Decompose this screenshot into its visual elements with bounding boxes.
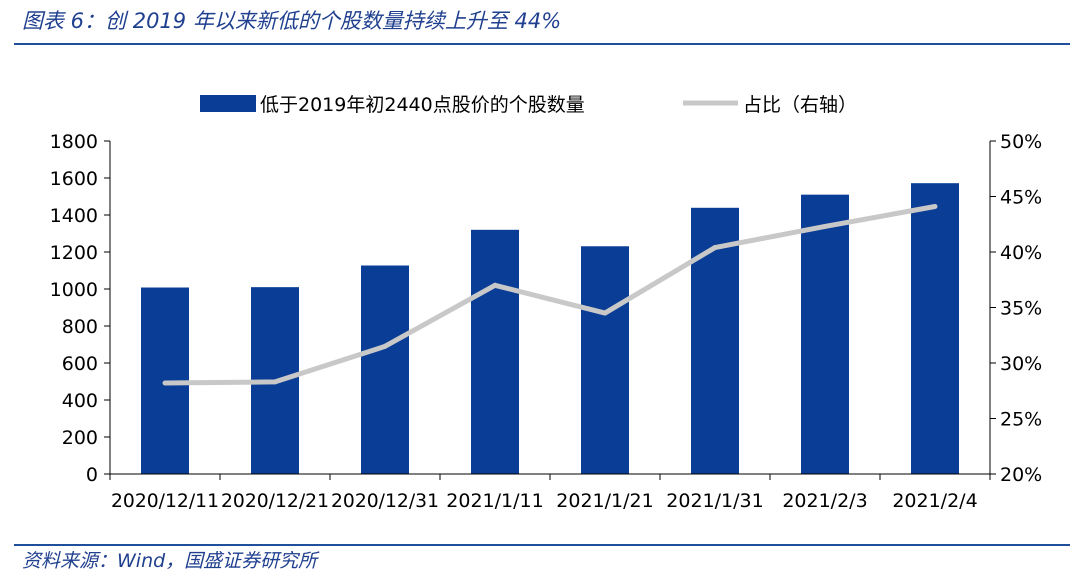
y-right-tick-label: 50%	[1000, 131, 1042, 153]
bar-2021/1/11	[471, 229, 519, 474]
ratio-point-2021/2/3	[822, 223, 828, 229]
ratio-point-2021/1/31	[712, 245, 718, 251]
bar-2021/1/21	[581, 246, 629, 474]
x-tick-label: 2021/2/3	[782, 490, 867, 512]
ratio-point-2020/12/31	[382, 343, 388, 349]
y-right-tick-label: 35%	[1000, 298, 1042, 320]
ratio-point-2020/12/11	[162, 380, 168, 386]
y-left-tick-label: 1600	[50, 168, 98, 190]
y-left-tick-label: 400	[62, 390, 98, 412]
y-left-tick-label: 800	[62, 316, 98, 338]
y-right-tick-label: 30%	[1000, 353, 1042, 375]
y-right-tick-label: 40%	[1000, 242, 1042, 264]
bar-series	[141, 183, 959, 474]
y-left-tick-label: 1000	[50, 279, 98, 301]
ratio-point-2021/1/11	[492, 282, 498, 288]
bar-2021/2/3	[801, 194, 849, 474]
y-right-tick-label: 20%	[1000, 464, 1042, 486]
x-tick-label: 2020/12/11	[111, 490, 219, 512]
y-left-tick-label: 1400	[50, 205, 98, 227]
chart-axes: 0 200 400 600 800 1000 1200 1400 1600 1800 20% 25% 3…	[50, 131, 1043, 512]
legend-bar-swatch	[200, 95, 256, 112]
line-series	[162, 203, 938, 386]
bar-2021/2/4	[911, 183, 959, 474]
x-tick-label: 2021/2/4	[892, 490, 977, 512]
x-tick-label: 2020/12/21	[221, 490, 329, 512]
ratio-point-2021/2/4	[932, 203, 938, 209]
x-tick-label: 2021/1/21	[556, 490, 653, 512]
ratio-line	[164, 204, 936, 386]
y-right-tick-label: 25%	[1000, 409, 1042, 431]
title-divider	[14, 43, 1070, 45]
ratio-point-2021/1/21	[602, 310, 608, 316]
x-tick-label: 2021/1/31	[666, 490, 763, 512]
bar-2021/1/31	[691, 207, 739, 474]
y-left-tick-label: 0	[86, 464, 98, 486]
source-divider	[14, 544, 1070, 546]
y-left-tick-label: 600	[62, 353, 98, 375]
figure-title: 图表 6：创 2019 年以来新低的个股数量持续上升至 44%	[22, 9, 562, 33]
y-left-tick-label: 1800	[50, 131, 98, 153]
legend-bar-label: 低于2019年初2440点股价的个股数量	[260, 94, 585, 116]
x-tick-label: 2020/12/31	[331, 490, 439, 512]
ratio-point-2020/12/21	[272, 379, 278, 385]
y-left-tick-label: 1200	[50, 242, 98, 264]
chart-legend: 低于2019年初2440点股价的个股数量 占比（右轴）	[200, 94, 857, 116]
y-left-tick-label: 200	[62, 427, 98, 449]
legend-line-label: 占比（右轴）	[743, 94, 857, 116]
bar-2020/12/31	[361, 265, 409, 474]
figure-source: 资料来源：Wind，国盛证券研究所	[22, 550, 318, 572]
y-right-tick-label: 45%	[1000, 187, 1042, 209]
x-tick-label: 2021/1/11	[446, 490, 543, 512]
